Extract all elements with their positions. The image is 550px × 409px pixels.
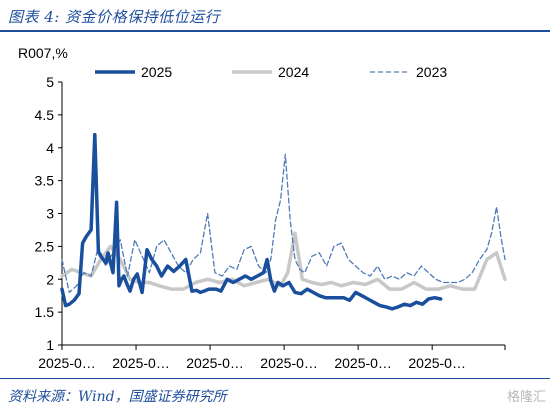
figure-title-bar: 图表 4: 资金价格保持低位运行 [0, 0, 550, 32]
x-tick-label: 2025-0… [38, 355, 96, 371]
chart-legend: 2025 2024 2023 [95, 64, 447, 80]
y-tick-label: 5 [46, 74, 54, 90]
series-line-2023 [61, 153, 506, 294]
x-tick-label: 2025-0… [260, 355, 318, 371]
y-tick-label: 4.5 [35, 107, 55, 123]
x-tick-label: 2025-0… [112, 355, 170, 371]
chart-axes: 1 1.5 2 2.5 3 3.5 4 4.5 5 2025-0… 2025-0… 2025-0… 20… [35, 74, 506, 371]
legend-label-2024: 2024 [278, 64, 309, 80]
y-tick-label: 4 [46, 140, 54, 156]
x-tick-label: 2025-0… [186, 355, 244, 371]
y-tick-label: 2 [46, 271, 54, 287]
figure-source-bar: 资料来源：Wind，国盛证券研究所 格隆汇 [0, 378, 550, 409]
x-tick-label: 2025-0… [408, 355, 466, 371]
y-tick-label: 1 [46, 337, 54, 353]
figure-title: 图表 4: 资金价格保持低位运行 [8, 8, 221, 26]
legend-label-2023: 2023 [416, 64, 447, 80]
series-line-2025 [60, 132, 443, 311]
y-axis-label: R007,% [18, 45, 68, 61]
series-line-2024 [60, 231, 507, 291]
y-tick-label: 2.5 [35, 238, 55, 254]
y-tick-label: 1.5 [35, 304, 55, 320]
y-tick-label: 3 [46, 206, 54, 222]
r007-line-chart: R007,% 2025 2024 2023 1 1.5 2 2.5 3 3.5 4 4.5 5 202… [18, 45, 507, 371]
watermark-logo: 格隆汇 [506, 390, 546, 405]
figure-source: 资料来源：Wind，国盛证券研究所 [8, 389, 227, 405]
x-tick-label: 2025-0… [334, 355, 392, 371]
y-tick-label: 3.5 [35, 173, 55, 189]
chart-series [60, 132, 507, 311]
legend-label-2025: 2025 [141, 64, 172, 80]
